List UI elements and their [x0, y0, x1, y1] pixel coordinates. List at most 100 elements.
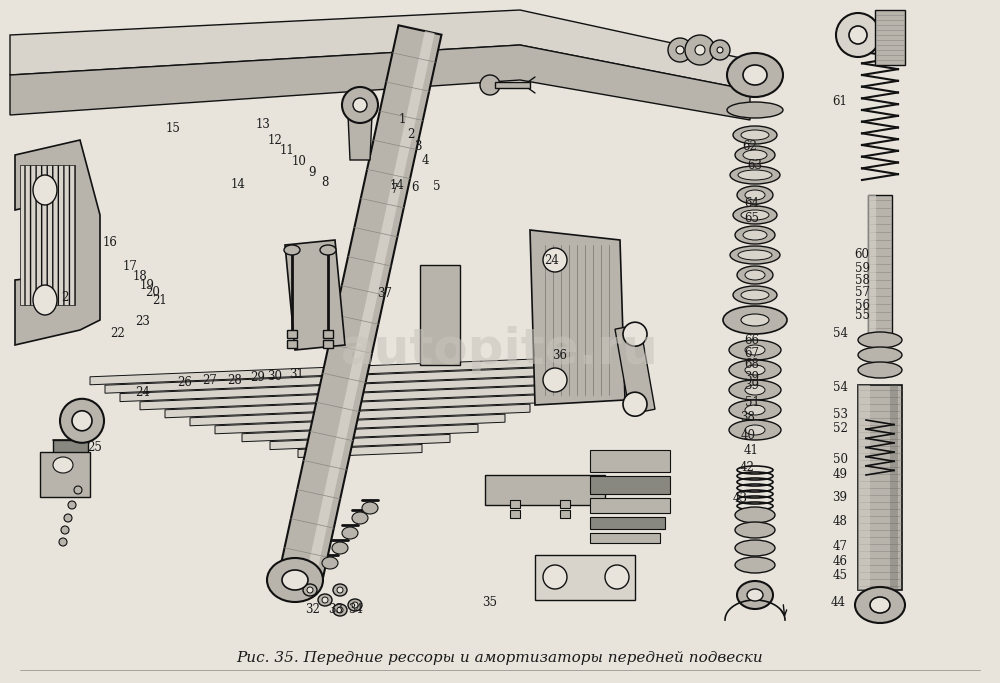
Ellipse shape	[307, 587, 313, 593]
Bar	[53, 440, 88, 465]
Bar	[287, 330, 297, 338]
Ellipse shape	[737, 266, 773, 284]
Bar	[535, 555, 635, 600]
Polygon shape	[298, 445, 422, 458]
Text: 6: 6	[411, 181, 419, 195]
Text: 1: 1	[398, 113, 406, 126]
Bar	[560, 500, 570, 508]
Text: 11: 11	[280, 143, 294, 157]
Ellipse shape	[695, 45, 705, 55]
Polygon shape	[10, 45, 750, 120]
Text: 37: 37	[378, 287, 392, 301]
Ellipse shape	[342, 87, 378, 123]
Polygon shape	[190, 404, 530, 426]
Bar	[858, 385, 870, 590]
Ellipse shape	[743, 150, 767, 160]
Bar	[868, 195, 876, 335]
Ellipse shape	[33, 285, 57, 315]
Text: 5: 5	[433, 180, 441, 193]
Polygon shape	[420, 265, 460, 365]
Ellipse shape	[741, 314, 769, 326]
Bar	[560, 510, 570, 518]
Bar	[40, 452, 90, 497]
Text: autopite.ru: autopite.ru	[341, 326, 659, 374]
Text: 47: 47	[832, 540, 848, 553]
Text: 49: 49	[832, 468, 848, 482]
Polygon shape	[615, 324, 655, 414]
Text: 54: 54	[832, 381, 848, 395]
Text: 34: 34	[349, 602, 364, 616]
Ellipse shape	[733, 206, 777, 224]
Text: 56: 56	[854, 298, 870, 312]
Text: 40: 40	[740, 429, 756, 443]
Text: 35: 35	[482, 596, 498, 609]
Ellipse shape	[870, 597, 890, 613]
Ellipse shape	[727, 53, 783, 97]
Ellipse shape	[723, 306, 787, 334]
Ellipse shape	[737, 581, 773, 609]
Text: 33: 33	[328, 602, 344, 616]
Text: 25: 25	[88, 441, 102, 454]
Ellipse shape	[318, 594, 332, 606]
Ellipse shape	[303, 584, 317, 596]
Text: 31: 31	[290, 367, 304, 381]
Ellipse shape	[849, 26, 867, 44]
Text: 28: 28	[228, 374, 242, 387]
Ellipse shape	[747, 589, 763, 601]
Ellipse shape	[735, 146, 775, 164]
Polygon shape	[285, 240, 345, 350]
Ellipse shape	[64, 514, 72, 522]
Text: 58: 58	[855, 273, 869, 287]
Ellipse shape	[668, 38, 692, 62]
Text: 65: 65	[744, 212, 760, 225]
Ellipse shape	[729, 380, 781, 400]
Text: 15: 15	[166, 122, 180, 135]
Text: 26: 26	[178, 376, 192, 389]
Bar	[590, 498, 670, 513]
Text: 44: 44	[830, 596, 846, 609]
Text: 42: 42	[740, 461, 754, 475]
Bar	[890, 385, 898, 590]
Ellipse shape	[745, 425, 765, 435]
Polygon shape	[242, 424, 478, 442]
Polygon shape	[15, 140, 100, 345]
Text: 24: 24	[545, 254, 559, 268]
Text: 54: 54	[832, 326, 848, 340]
Ellipse shape	[282, 570, 308, 590]
Text: 39: 39	[744, 371, 760, 385]
Text: 45: 45	[832, 568, 848, 582]
Ellipse shape	[745, 385, 765, 395]
Text: 43: 43	[732, 492, 748, 505]
Ellipse shape	[322, 557, 338, 569]
Ellipse shape	[352, 602, 358, 608]
Ellipse shape	[741, 210, 769, 220]
Text: 14: 14	[231, 178, 245, 191]
Text: 2: 2	[61, 290, 69, 304]
Ellipse shape	[743, 230, 767, 240]
Text: 53: 53	[832, 408, 848, 421]
Ellipse shape	[735, 522, 775, 538]
Polygon shape	[105, 365, 615, 393]
Ellipse shape	[743, 65, 767, 85]
Text: 63: 63	[748, 159, 763, 173]
Ellipse shape	[333, 604, 347, 616]
Ellipse shape	[730, 246, 780, 264]
Ellipse shape	[735, 507, 775, 523]
Ellipse shape	[741, 130, 769, 140]
Bar	[875, 10, 905, 65]
Ellipse shape	[61, 526, 69, 534]
Text: 60: 60	[854, 248, 870, 262]
Text: 64: 64	[744, 197, 760, 210]
Bar	[590, 476, 670, 494]
Ellipse shape	[267, 558, 323, 602]
Ellipse shape	[685, 35, 715, 65]
Text: 67: 67	[744, 346, 760, 360]
Ellipse shape	[605, 565, 629, 589]
Text: 46: 46	[832, 555, 848, 568]
Text: 39: 39	[832, 490, 848, 504]
Polygon shape	[348, 115, 372, 160]
Ellipse shape	[858, 347, 902, 363]
Ellipse shape	[74, 486, 82, 494]
Ellipse shape	[353, 98, 367, 112]
Text: 16: 16	[103, 236, 117, 249]
